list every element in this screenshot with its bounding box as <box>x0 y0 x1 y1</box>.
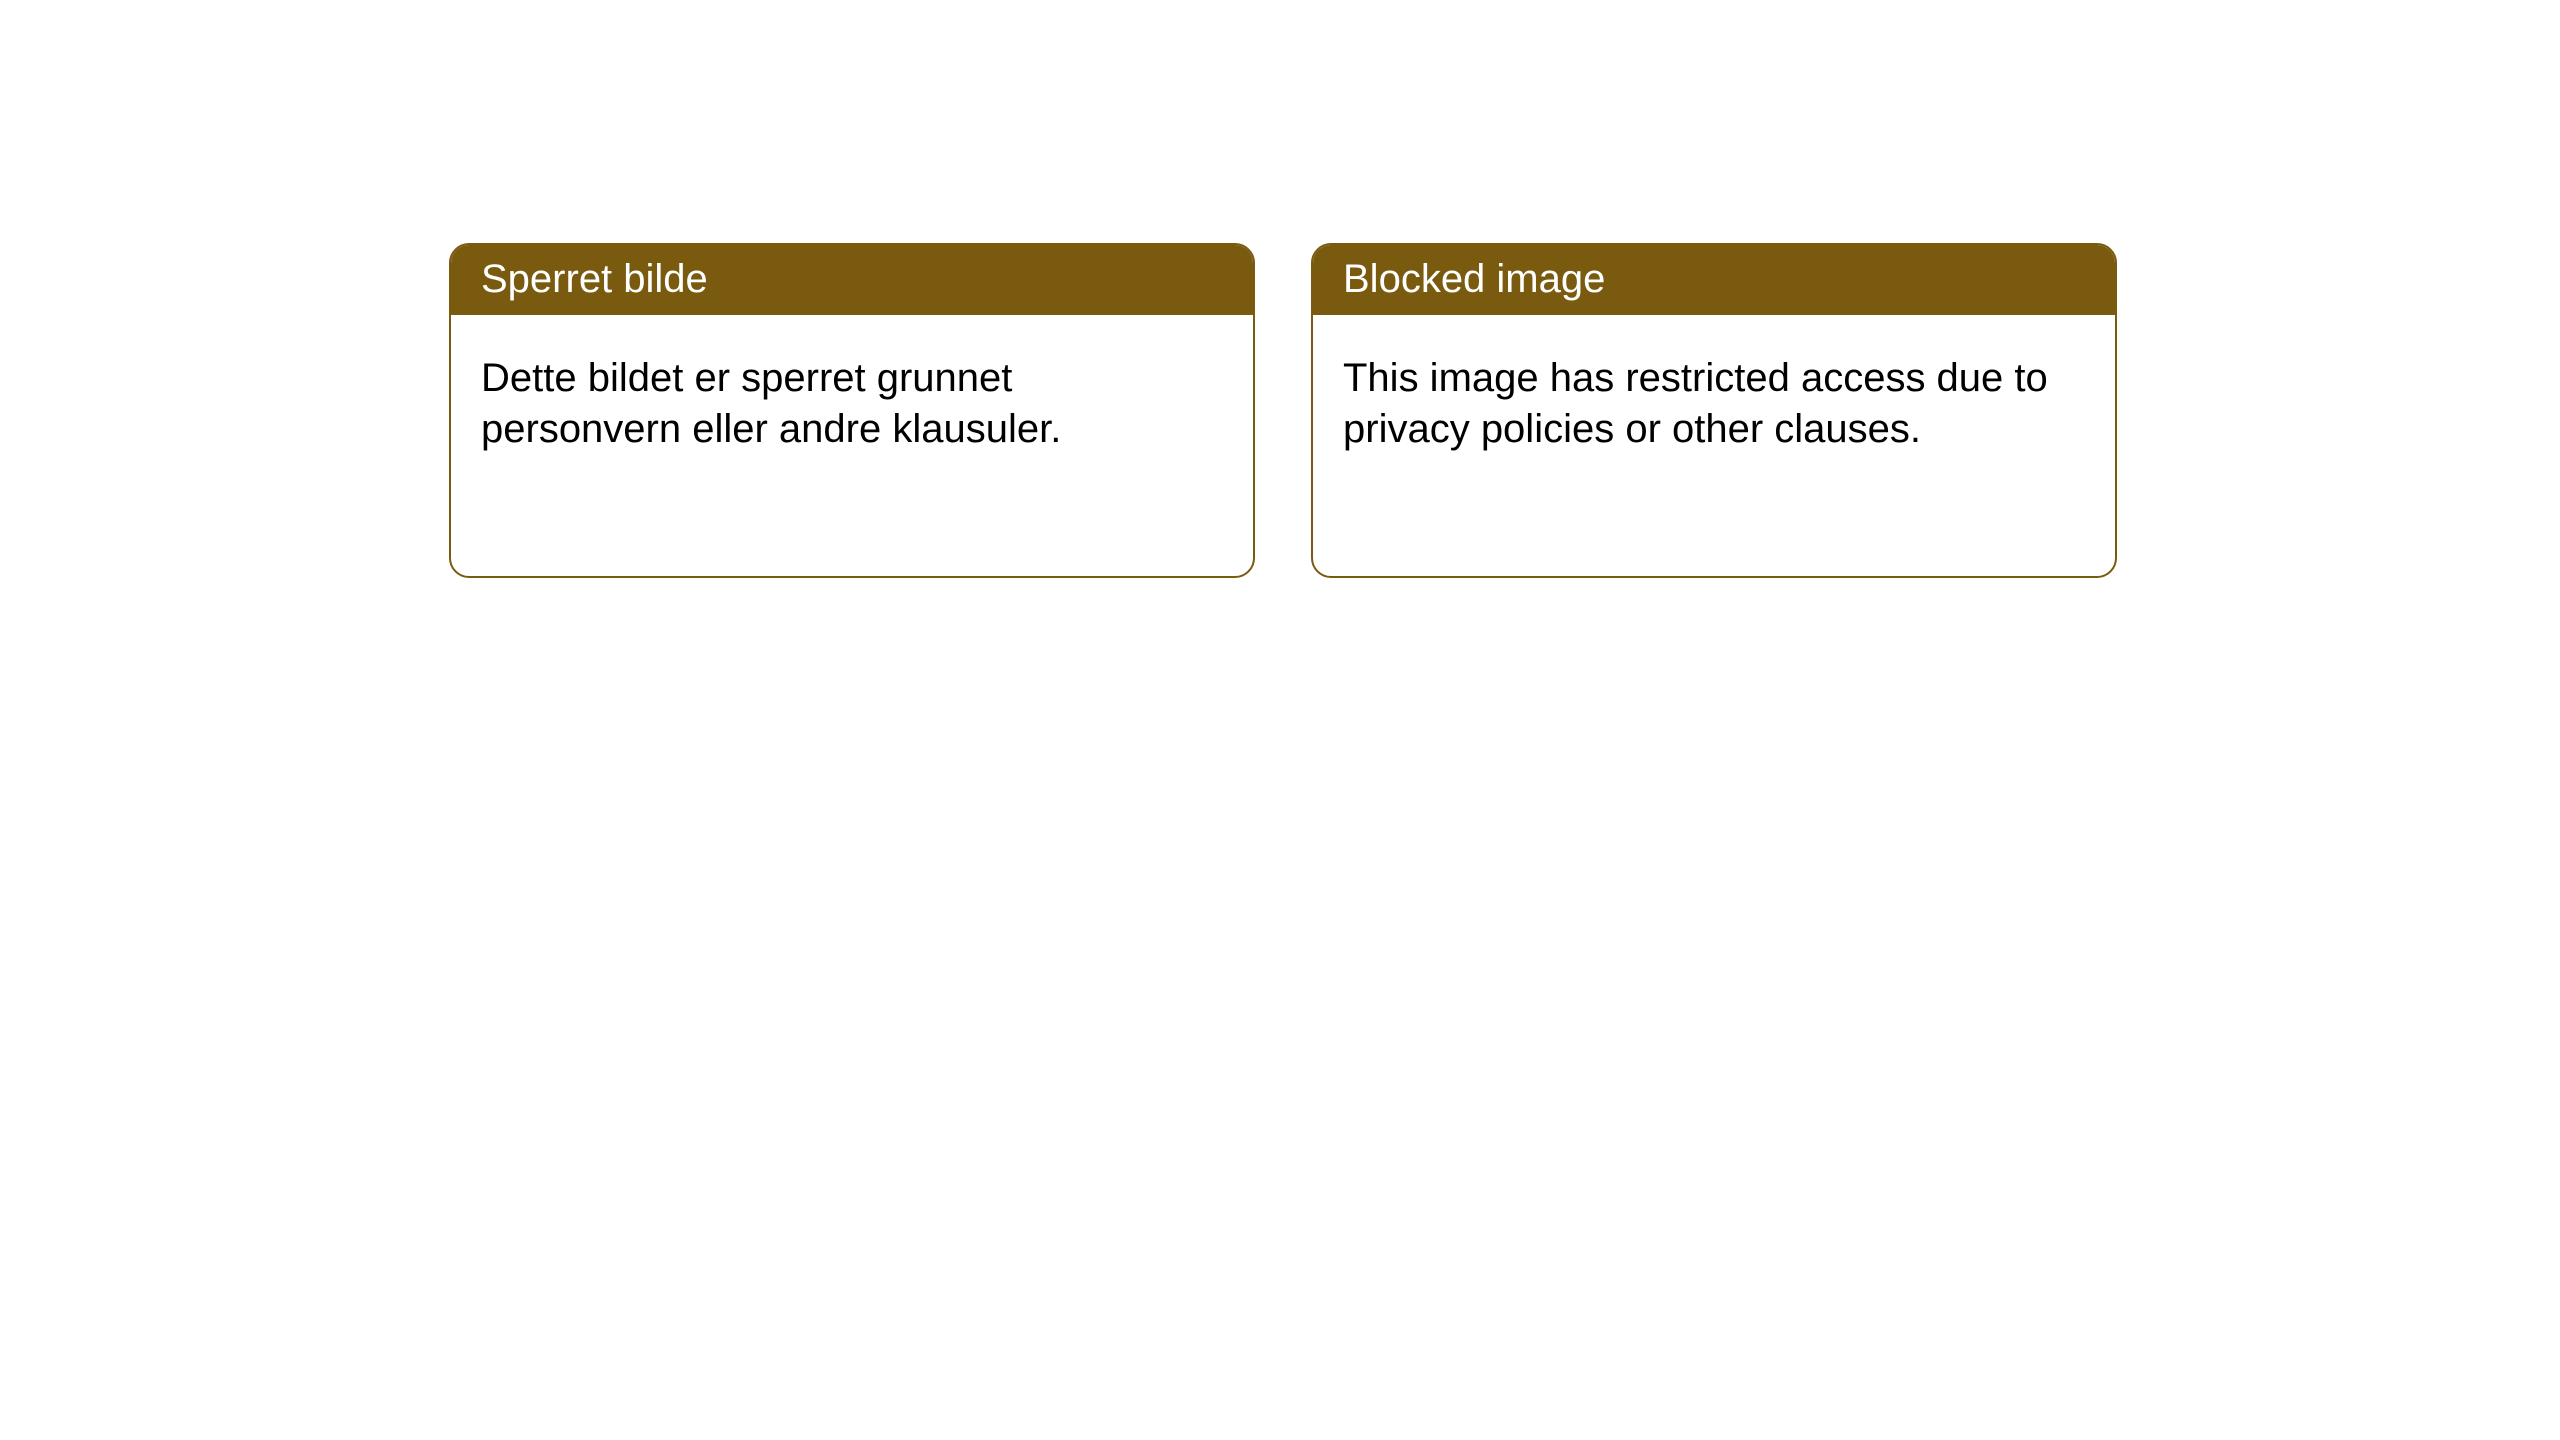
card-title: Blocked image <box>1343 257 1605 301</box>
card-header: Sperret bilde <box>451 245 1253 315</box>
card-title: Sperret bilde <box>481 257 708 301</box>
cards-row: Sperret bilde Dette bildet er sperret gr… <box>0 0 2560 578</box>
card-body-text: This image has restricted access due to … <box>1343 356 2048 451</box>
card-english: Blocked image This image has restricted … <box>1311 243 2117 578</box>
card-norwegian: Sperret bilde Dette bildet er sperret gr… <box>449 243 1255 578</box>
card-body: This image has restricted access due to … <box>1313 315 2115 485</box>
card-header: Blocked image <box>1313 245 2115 315</box>
card-body: Dette bildet er sperret grunnet personve… <box>451 315 1253 485</box>
card-body-text: Dette bildet er sperret grunnet personve… <box>481 356 1061 451</box>
